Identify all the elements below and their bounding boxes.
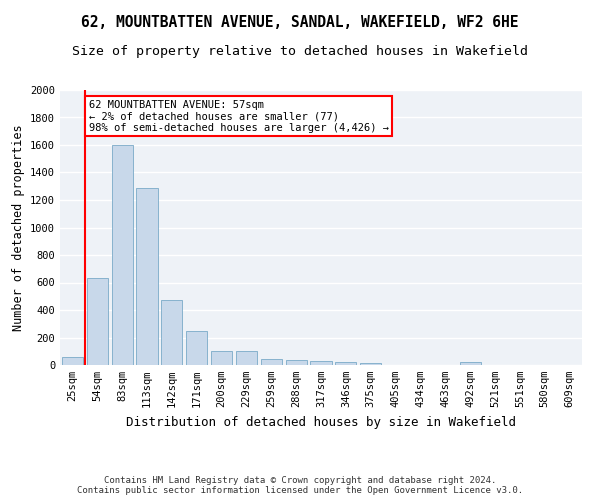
Bar (261, 358, 282, 365)
Bar (460, 362, 481, 365)
Text: Contains HM Land Registry data © Crown copyright and database right 2024.
Contai: Contains HM Land Registry data © Crown c… (77, 476, 523, 495)
X-axis label: Distribution of detached houses by size in Wakefield: Distribution of detached houses by size … (126, 416, 516, 428)
Bar (335, 362, 356, 365)
Text: 62 MOUNTBATTEN AVENUE: 57sqm
← 2% of detached houses are smaller (77)
98% of sem: 62 MOUNTBATTEN AVENUE: 57sqm ← 2% of det… (89, 100, 389, 133)
Bar (286, 360, 307, 365)
Bar (211, 351, 232, 365)
Y-axis label: Number of detached properties: Number of detached properties (11, 124, 25, 331)
Bar (136, 188, 158, 365)
Bar (87, 278, 108, 365)
Bar (161, 300, 182, 365)
Bar (310, 361, 332, 365)
Bar (62, 358, 83, 365)
Bar (236, 351, 257, 365)
Text: 62, MOUNTBATTEN AVENUE, SANDAL, WAKEFIELD, WF2 6HE: 62, MOUNTBATTEN AVENUE, SANDAL, WAKEFIEL… (81, 15, 519, 30)
Bar (186, 331, 207, 365)
Bar (360, 363, 381, 365)
Bar (112, 145, 133, 365)
Text: Size of property relative to detached houses in Wakefield: Size of property relative to detached ho… (72, 45, 528, 58)
